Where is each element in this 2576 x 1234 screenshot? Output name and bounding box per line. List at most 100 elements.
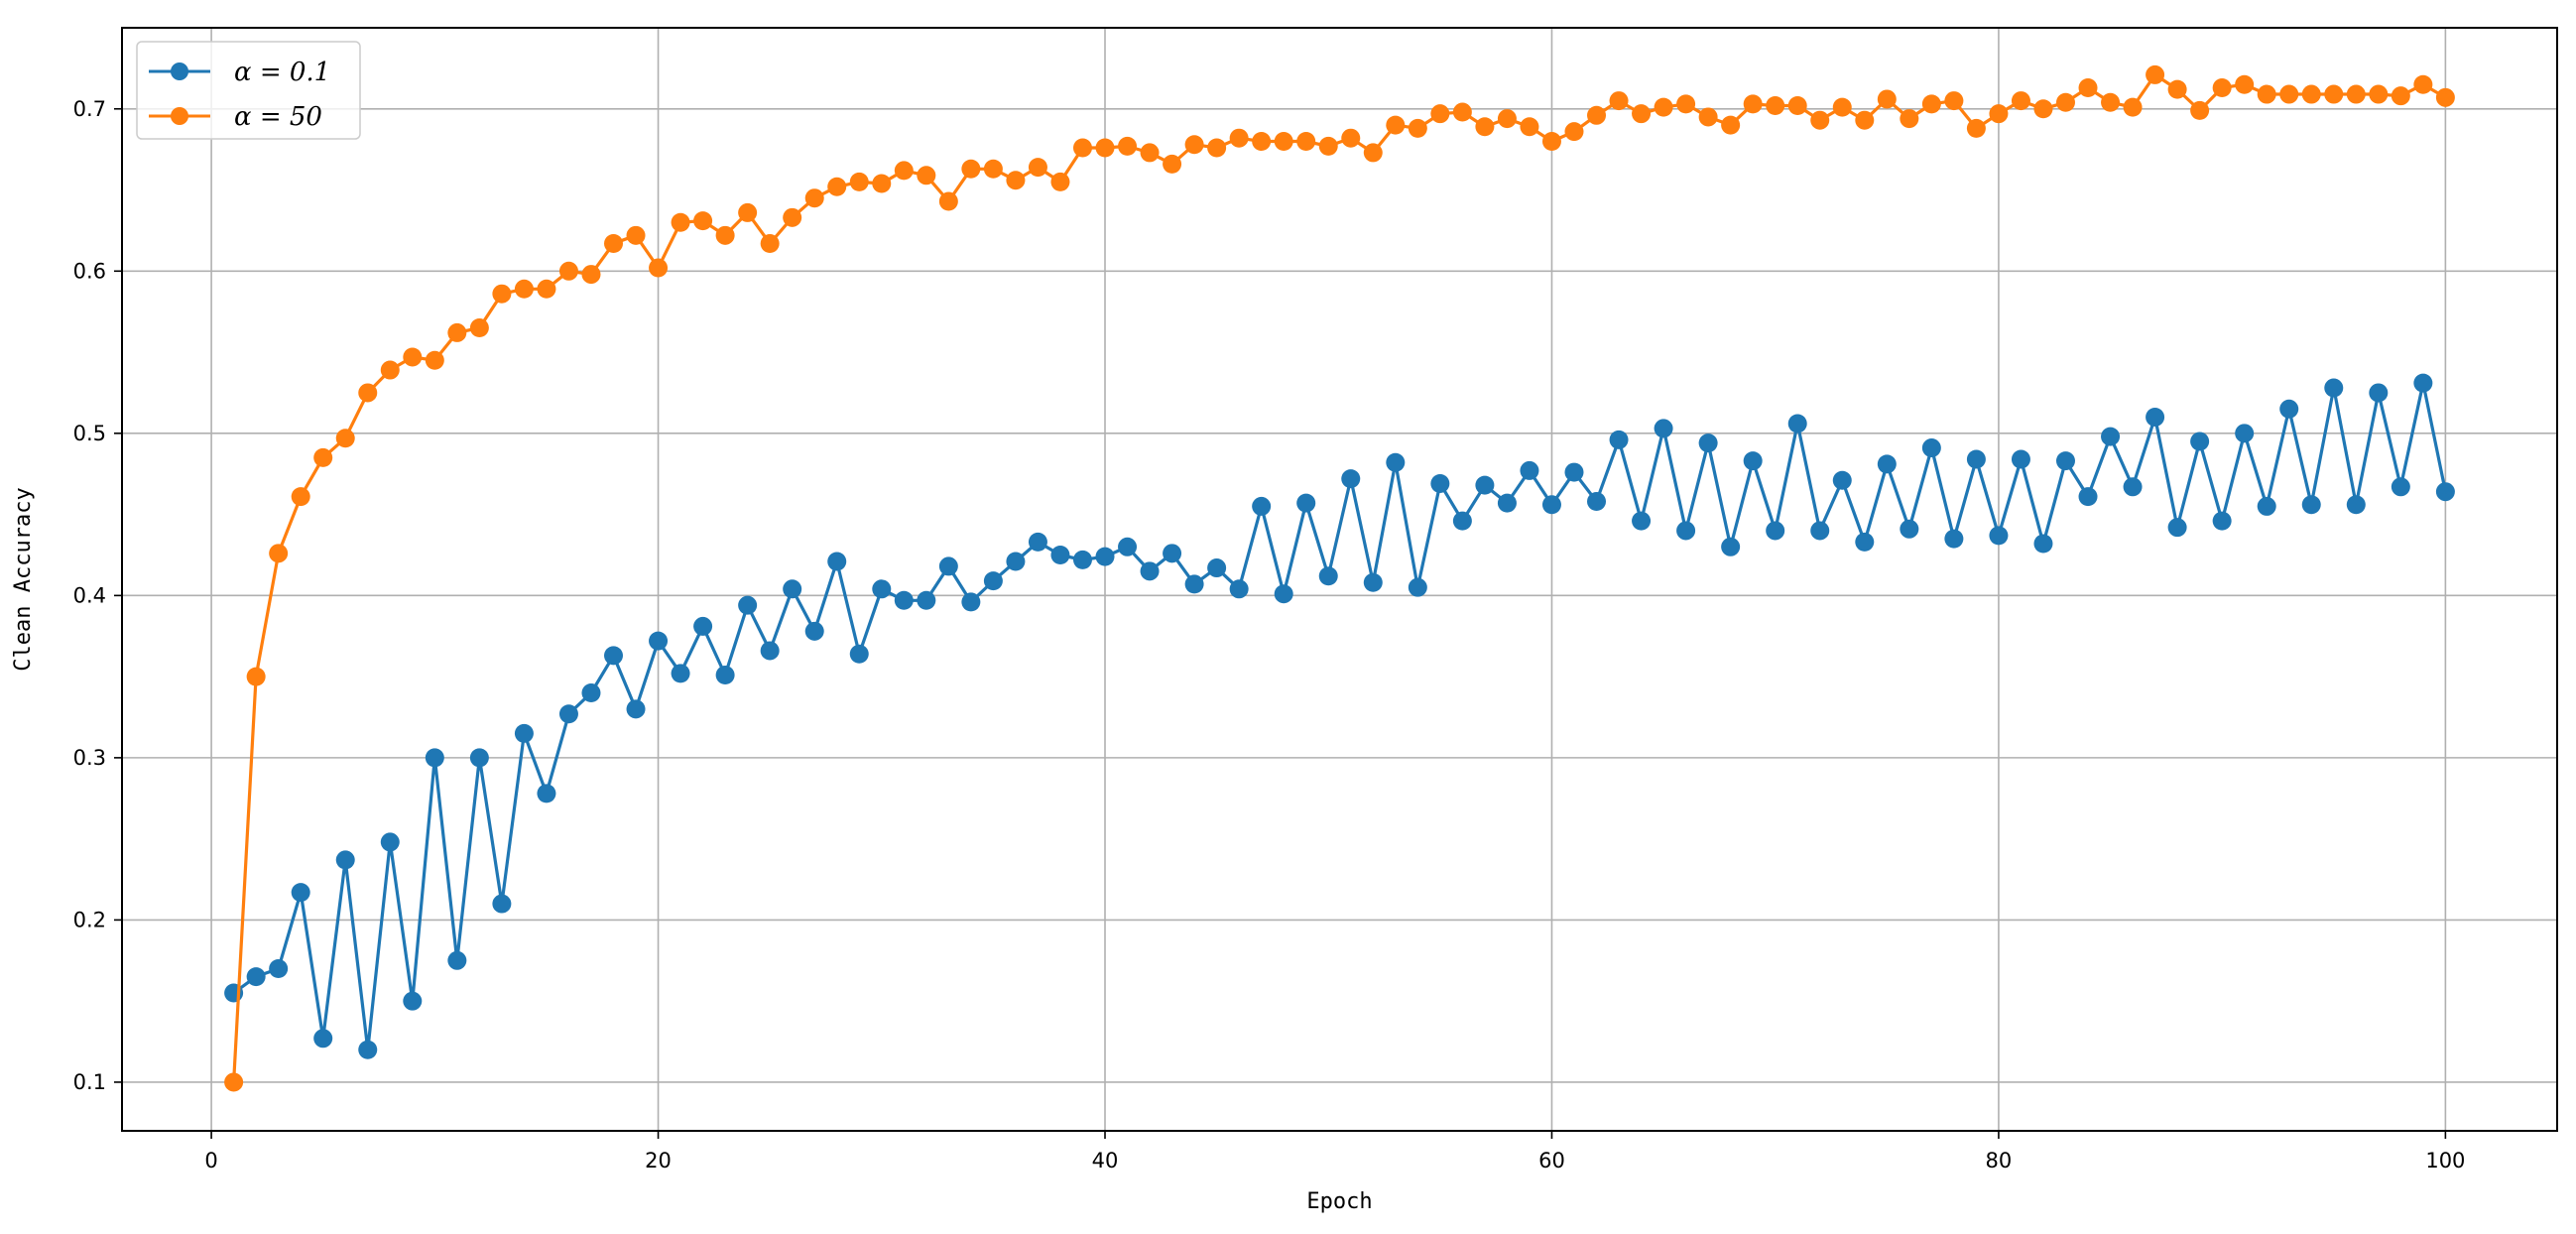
data-point bbox=[2123, 97, 2143, 117]
legend: α = 0.1 α = 50 bbox=[136, 41, 361, 140]
data-point bbox=[558, 261, 578, 281]
x-tick-label: 60 bbox=[1538, 1149, 1565, 1172]
data-point bbox=[2055, 92, 2075, 112]
data-point bbox=[1497, 109, 1517, 129]
data-point bbox=[1721, 537, 1741, 556]
data-point bbox=[1877, 89, 1897, 109]
data-point bbox=[1408, 118, 1427, 138]
data-point bbox=[1163, 544, 1182, 563]
data-point bbox=[2123, 477, 2143, 497]
data-point bbox=[1676, 94, 1696, 114]
data-point bbox=[626, 225, 646, 245]
data-point bbox=[2235, 74, 2255, 94]
data-point bbox=[2435, 482, 2455, 502]
axis-ticks: 0 20 40 60 80 100 0.1 0.2 0.3 0.4 0.5 0.6 0.7 bbox=[73, 97, 2466, 1172]
data-point bbox=[1921, 438, 1941, 458]
data-point bbox=[380, 832, 400, 852]
data-point bbox=[1452, 511, 1472, 531]
data-point bbox=[1207, 558, 1227, 578]
data-point bbox=[783, 207, 802, 227]
data-point bbox=[2011, 449, 2030, 469]
data-point bbox=[1654, 97, 1673, 117]
data-point bbox=[1810, 521, 1830, 541]
data-point bbox=[425, 748, 444, 768]
data-point bbox=[2033, 534, 2053, 554]
data-point bbox=[425, 350, 444, 370]
data-point bbox=[1541, 131, 1561, 151]
data-point bbox=[1095, 138, 1115, 158]
data-point bbox=[738, 595, 758, 615]
data-point bbox=[335, 850, 355, 870]
data-point bbox=[2190, 432, 2210, 451]
data-point bbox=[1006, 552, 1026, 571]
data-point bbox=[2257, 84, 2276, 104]
data-point bbox=[1587, 105, 1607, 125]
data-point bbox=[626, 699, 646, 719]
x-tick-label: 80 bbox=[1986, 1149, 2013, 1172]
data-point bbox=[1163, 154, 1182, 174]
data-point bbox=[693, 211, 713, 231]
data-point bbox=[917, 590, 936, 610]
data-point bbox=[514, 279, 534, 299]
data-point bbox=[1654, 419, 1673, 438]
data-point bbox=[1252, 131, 1272, 151]
data-point bbox=[849, 172, 869, 191]
data-point bbox=[894, 161, 914, 181]
data-point bbox=[760, 233, 780, 253]
data-point bbox=[246, 667, 266, 686]
data-point bbox=[1229, 579, 1249, 599]
data-point bbox=[671, 212, 690, 232]
data-point bbox=[1810, 110, 1830, 130]
data-point bbox=[380, 360, 400, 380]
data-point bbox=[649, 258, 669, 278]
data-point bbox=[2391, 477, 2410, 497]
data-point bbox=[1944, 529, 1964, 549]
data-point bbox=[1475, 117, 1495, 137]
data-point bbox=[1318, 136, 1338, 156]
data-point bbox=[1587, 492, 1607, 512]
data-point bbox=[2324, 84, 2344, 104]
data-point bbox=[2146, 407, 2165, 427]
data-point bbox=[1966, 118, 1986, 138]
data-point bbox=[961, 159, 981, 179]
data-point bbox=[1184, 135, 1204, 155]
data-point bbox=[1966, 449, 1986, 469]
data-point bbox=[537, 279, 556, 299]
data-point bbox=[1832, 470, 1852, 490]
data-point bbox=[2369, 84, 2389, 104]
data-point bbox=[894, 590, 914, 610]
y-tick-label: 0.3 bbox=[73, 746, 106, 770]
data-point bbox=[715, 225, 735, 245]
data-point bbox=[671, 664, 690, 683]
data-point bbox=[291, 883, 310, 903]
plot-frame bbox=[121, 27, 2558, 1132]
data-point bbox=[1921, 94, 1941, 114]
data-point bbox=[1252, 496, 1272, 516]
data-point bbox=[827, 552, 847, 571]
data-point bbox=[2055, 451, 2075, 471]
data-point bbox=[492, 894, 512, 914]
legend-label-alpha-50: α = 50 bbox=[234, 102, 322, 132]
data-point bbox=[1497, 493, 1517, 513]
data-point bbox=[983, 571, 1003, 591]
data-point bbox=[1072, 550, 1092, 569]
data-point bbox=[269, 958, 289, 978]
series-line bbox=[232, 381, 2447, 1051]
data-point bbox=[1184, 574, 1204, 594]
data-point bbox=[1006, 171, 1026, 190]
data-point bbox=[1296, 493, 1316, 513]
data-point bbox=[1072, 138, 1092, 158]
data-point bbox=[1787, 95, 1807, 115]
data-point bbox=[2257, 496, 2276, 516]
data-point bbox=[1408, 577, 1427, 597]
data-point bbox=[783, 579, 802, 599]
data-point bbox=[938, 556, 958, 576]
data-point bbox=[581, 265, 601, 285]
data-point bbox=[2101, 427, 2121, 446]
data-point bbox=[827, 177, 847, 196]
x-axis-label: Epoch bbox=[1306, 1189, 1372, 1214]
data-point bbox=[1698, 433, 1718, 453]
data-point bbox=[2279, 84, 2299, 104]
y-axis-label: Clean Accuracy bbox=[11, 487, 36, 671]
data-point bbox=[1341, 128, 1361, 148]
